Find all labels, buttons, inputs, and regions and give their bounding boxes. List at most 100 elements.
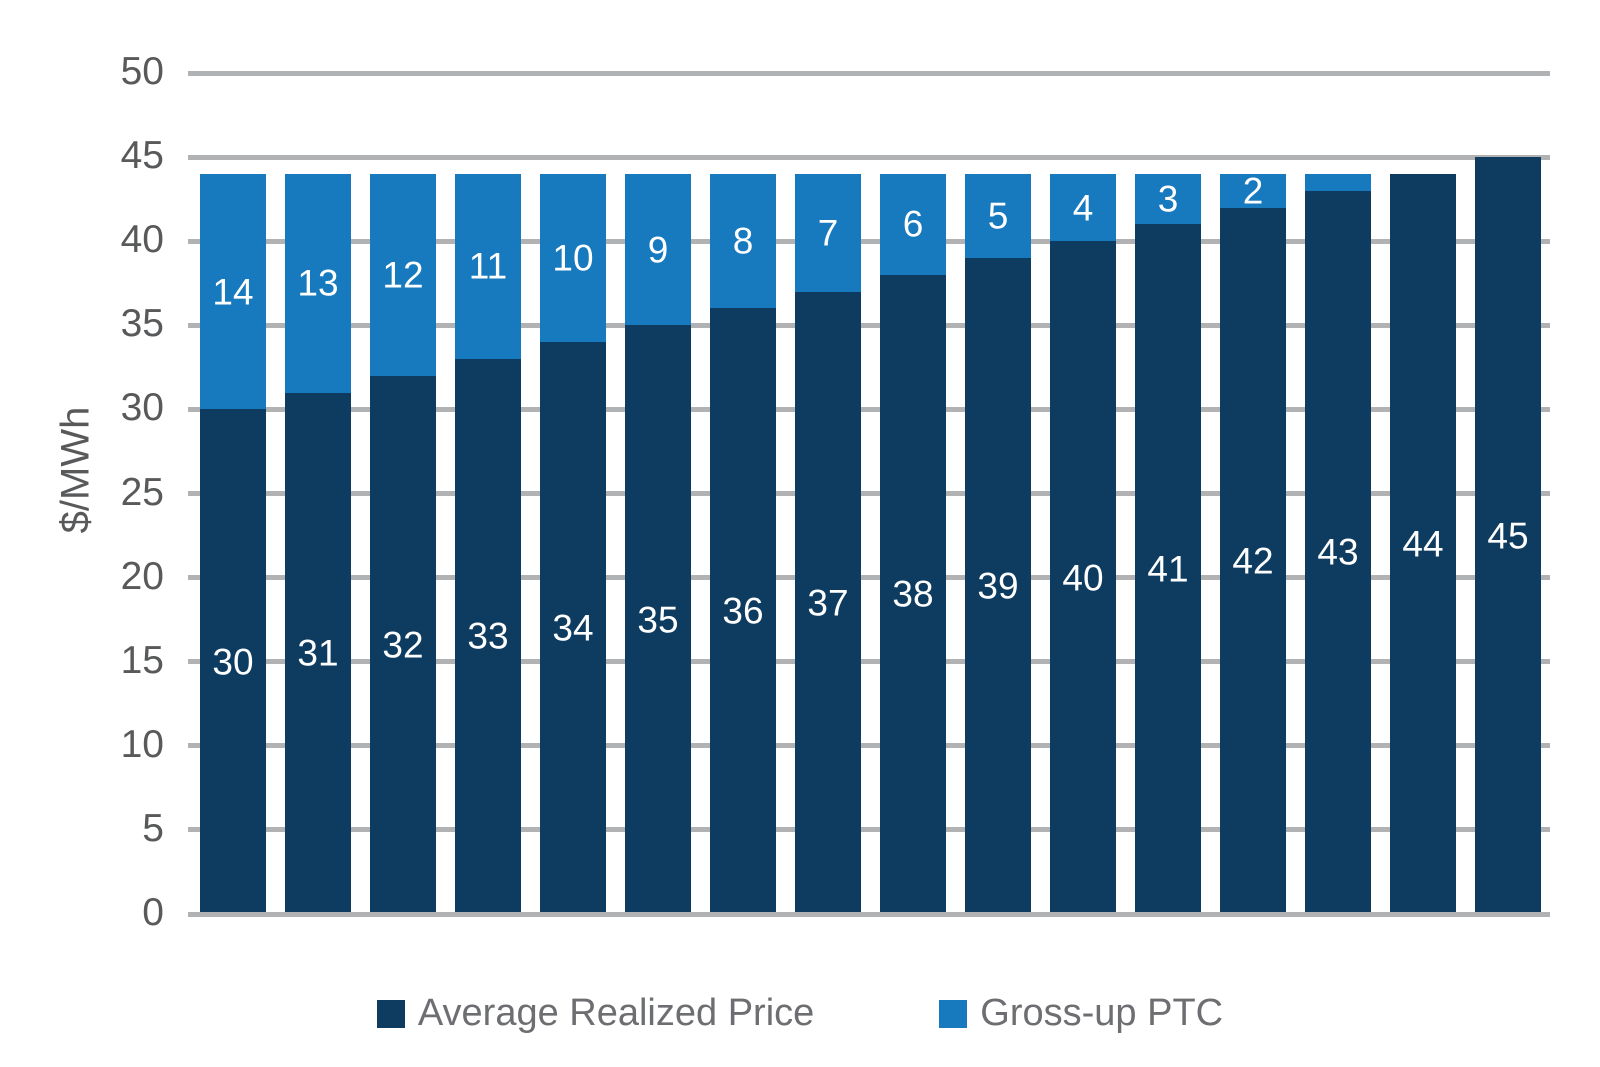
bar: 4 40	[1050, 173, 1116, 914]
y-tick-label: 25	[120, 470, 164, 514]
gridline	[188, 70, 1550, 76]
segment-gross-up-ptc	[1305, 173, 1371, 191]
bar-value-label: 36	[722, 590, 764, 632]
bar-value-label: 6	[902, 203, 924, 245]
y-tick-label: 10	[120, 722, 164, 766]
bar-value-label: 13	[297, 262, 339, 304]
bar: 13 31	[285, 173, 351, 914]
gridline	[188, 827, 1550, 833]
segment-gross-up-ptc: 4	[1050, 173, 1116, 242]
segment-gross-up-ptc: 10	[540, 173, 606, 343]
bar-value-label: 42	[1232, 540, 1274, 582]
segment-average-realized-price: 30	[200, 409, 266, 914]
bar-value-label: 8	[732, 220, 754, 262]
y-tick-label: 45	[120, 134, 164, 178]
bar: 2 42	[1220, 170, 1286, 914]
y-tick-label: 5	[142, 807, 164, 851]
segment-gross-up-ptc: 11	[455, 173, 521, 359]
segment-average-realized-price: 33	[455, 358, 521, 914]
bar-value-label: 44	[1402, 523, 1444, 565]
segment-gross-up-ptc: 14	[200, 173, 266, 410]
bar-value-label: 33	[467, 615, 509, 657]
segment-gross-up-ptc: 6	[880, 173, 946, 275]
plot-area: 0 5 10 15 20 25 30 35 40 45 50 14 30 13 31 12 32 11 33 10 3…	[121, 50, 1550, 934]
y-tick-label: 30	[120, 386, 164, 430]
legend-label: Average Realized Price	[417, 992, 815, 1034]
bar: 44	[1390, 173, 1456, 914]
segment-gross-up-ptc: 3	[1135, 173, 1201, 225]
y-tick-label: 15	[120, 638, 164, 682]
segment-gross-up-ptc: 8	[710, 173, 776, 309]
segment-average-realized-price: 35	[625, 325, 691, 914]
bars-container: 14 30 13 31 12 32 11 33 10 34 9 35 8 36 7 37 6 38 5 39 4 40 3 4…	[200, 73, 1541, 914]
segment-average-realized-price: 44	[1390, 173, 1456, 914]
bar: 14 30	[200, 173, 266, 914]
bar: 6 38	[880, 173, 946, 914]
legend-item-average-realized-price: Average Realized Price	[376, 992, 815, 1035]
y-tick-label: 50	[120, 50, 164, 94]
bar-value-label: 30	[212, 641, 254, 683]
legend-swatch-icon	[376, 999, 405, 1028]
segment-gross-up-ptc: 12	[370, 173, 436, 376]
bar-value-label: 35	[637, 599, 679, 641]
bar-value-label: 41	[1147, 548, 1189, 590]
y-tick-label: 40	[120, 218, 164, 262]
segment-average-realized-price: 42	[1220, 207, 1286, 914]
gridline	[188, 575, 1550, 581]
segment-gross-up-ptc: 5	[965, 173, 1031, 259]
legend-swatch-icon	[939, 999, 968, 1028]
bar-value-label: 39	[977, 565, 1019, 607]
bar-value-label: 3	[1157, 178, 1179, 220]
bar-value-label: 10	[552, 237, 594, 279]
bar: 8 36	[710, 173, 776, 914]
bar-value-label: 7	[817, 212, 839, 254]
bar-value-label: 38	[892, 573, 934, 615]
bar: 7 37	[795, 173, 861, 914]
gridline	[188, 406, 1550, 412]
segment-average-realized-price: 37	[795, 291, 861, 914]
y-tick-label: 35	[120, 302, 164, 346]
bar-value-label: 9	[647, 229, 669, 271]
bar: 9 35	[625, 173, 691, 914]
bar: 5 39	[965, 173, 1031, 914]
segment-gross-up-ptc: 7	[795, 173, 861, 292]
segment-average-realized-price: 45	[1475, 157, 1541, 914]
bar-value-label: 45	[1487, 515, 1529, 557]
segment-gross-up-ptc: 9	[625, 173, 691, 326]
bar-value-label: 31	[297, 632, 339, 674]
segment-average-realized-price: 32	[370, 375, 436, 914]
segment-average-realized-price: 36	[710, 308, 776, 914]
bar-value-label: 37	[807, 582, 849, 624]
legend: Average Realized Price Gross-up PTC	[0, 992, 1600, 1035]
gridline	[188, 238, 1550, 244]
bar-value-label: 43	[1317, 531, 1359, 573]
gridline	[188, 491, 1550, 496]
gridline	[188, 659, 1550, 665]
bar-value-label: 5	[987, 195, 1009, 237]
bar: 43	[1305, 173, 1371, 914]
bar-value-label: 14	[212, 271, 254, 313]
bar: 3 41	[1135, 173, 1201, 914]
segment-gross-up-ptc: 13	[285, 173, 351, 393]
bar-value-label: 40	[1062, 557, 1104, 599]
segment-average-realized-price: 40	[1050, 241, 1116, 914]
bar-value-label: 11	[468, 245, 508, 287]
legend-label: Gross-up PTC	[980, 992, 1224, 1034]
bar-value-label: 32	[382, 624, 424, 666]
y-tick-label: 0	[142, 891, 164, 935]
y-tick-label: 20	[120, 554, 164, 598]
bar-value-label: 12	[382, 254, 424, 296]
gridline	[188, 154, 1550, 160]
segment-average-realized-price: 34	[540, 342, 606, 914]
segment-average-realized-price: 31	[285, 392, 351, 914]
x-axis-baseline	[188, 911, 1550, 917]
bar-value-label: 2	[1242, 170, 1264, 212]
segment-average-realized-price: 43	[1305, 190, 1371, 914]
segment-average-realized-price: 41	[1135, 224, 1201, 914]
gridline	[188, 743, 1550, 749]
gridline	[188, 322, 1550, 328]
bar-value-label: 4	[1072, 187, 1094, 229]
segment-average-realized-price: 39	[965, 258, 1031, 914]
bar: 10 34	[540, 173, 606, 914]
